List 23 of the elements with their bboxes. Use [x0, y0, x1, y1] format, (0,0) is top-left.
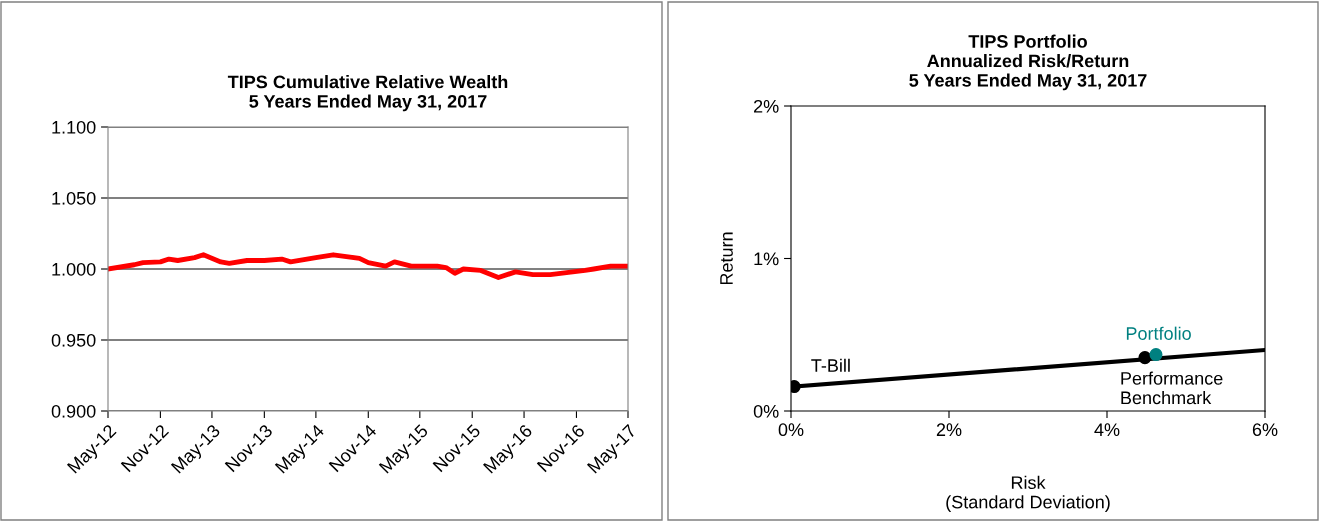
y-tick-label: 0%	[753, 404, 779, 418]
chart-title: TIPS Cumulative Relative Wealth 5 Years Ended May 31, 2017	[227, 75, 508, 112]
y-tick-label: 2%	[754, 99, 779, 113]
y-tick-label: 0.950	[51, 333, 96, 347]
y-tick-label: 0.900	[51, 404, 96, 418]
point	[1149, 348, 1163, 362]
series-label: Performance Benchmark	[1121, 371, 1223, 405]
y-tick-label: 1.100	[52, 120, 96, 134]
y-tick-label: 1.000	[52, 262, 96, 276]
point	[791, 380, 801, 394]
y-axis-title: Return	[720, 232, 733, 285]
x-tick-label: 6%	[1252, 423, 1278, 437]
line-series	[108, 252, 628, 280]
y-tick-label: 1%	[754, 252, 779, 266]
point	[1138, 351, 1152, 365]
series-label: Portfolio	[1126, 326, 1191, 340]
x-tick-label: 4%	[1094, 423, 1120, 436]
x-axis-title: Risk (Standard Deviation)	[946, 475, 1110, 513]
y-tick-label: 1.050	[52, 191, 96, 205]
series-label: T-Bill	[811, 358, 850, 372]
chart-title: TIPS Portfolio Annualized Risk/Return 5 Years Ended May 31, 2017	[909, 34, 1147, 91]
x-tick-label: 0%	[778, 423, 804, 437]
x-tick-label: 2%	[936, 423, 962, 436]
